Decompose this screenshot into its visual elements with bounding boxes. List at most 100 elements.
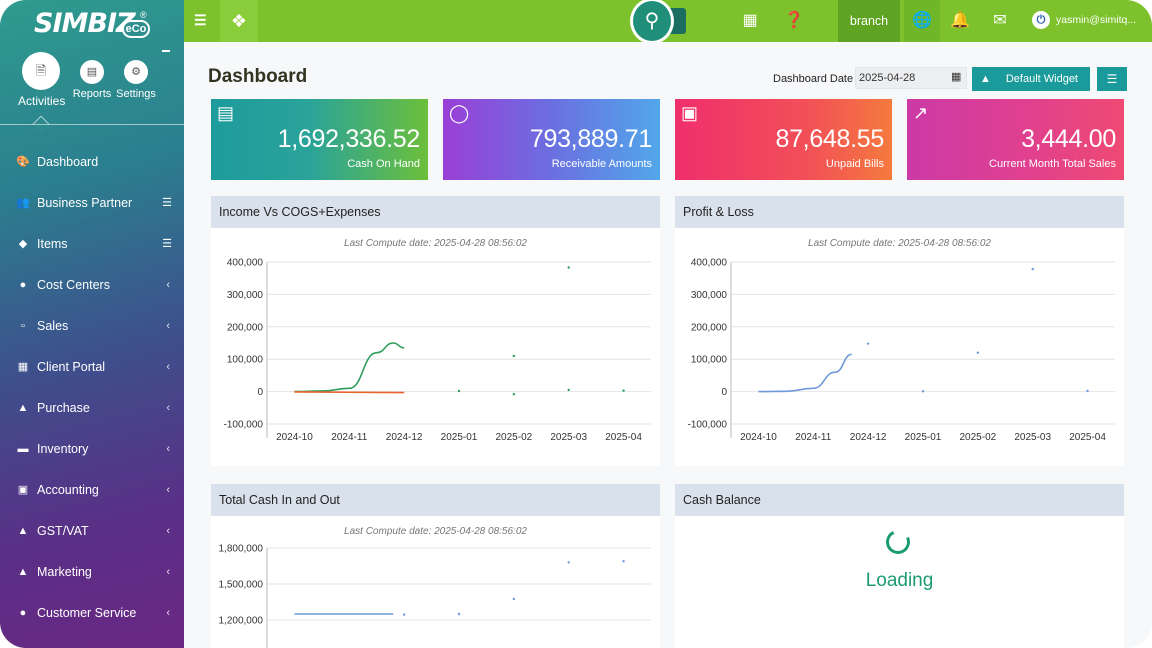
dashboard-date-input[interactable] xyxy=(855,67,967,89)
reports-label: Reports xyxy=(72,88,112,100)
settings-button[interactable]: ⚙ Settings xyxy=(114,60,158,100)
y-tick-label: 100,000 xyxy=(227,355,264,366)
sidebar-item-cost-centers[interactable]: ● Cost Centers ‹ xyxy=(0,265,184,306)
list-view-button[interactable]: ☰ xyxy=(1097,67,1127,91)
branch-selector[interactable]: branch xyxy=(838,0,900,42)
sidebar-item-items[interactable]: ◆ Items ☰ xyxy=(0,224,184,265)
hand-coin-icon: ◯ xyxy=(449,103,470,123)
x-tick-label: 2025-02 xyxy=(960,432,997,443)
brand-logo[interactable]: SIMBIZ xyxy=(34,8,136,39)
file-icon: 🗎 xyxy=(22,52,60,90)
user-menu[interactable]: ⏻ yasmin@simitq... xyxy=(1032,0,1152,42)
activities-label: Activities xyxy=(18,94,66,108)
sidebar-item-marketing[interactable]: ▲ Marketing ‹ xyxy=(0,552,184,593)
sidebar-item-purchase[interactable]: ▲ Purchase ‹ xyxy=(0,388,184,429)
sidebar-divider xyxy=(0,124,184,125)
main-content: Dashboard Dashboard Date ▦ ▲ Default Wid… xyxy=(184,42,1152,648)
chevron-left-icon: ‹ xyxy=(166,484,170,496)
sidebar-item-accounting[interactable]: ▣ Accounting ‹ xyxy=(0,470,184,511)
sidebar-item-label: Client Portal xyxy=(37,360,106,374)
x-tick-label: 2025-03 xyxy=(550,432,587,443)
kpi-label: Unpaid Bills xyxy=(825,158,884,170)
page-title: Dashboard xyxy=(208,66,308,87)
data-point xyxy=(567,561,570,564)
sidebar-item-dashboard[interactable]: 🎨 Dashboard xyxy=(0,142,184,183)
panel-title: Profit & Loss xyxy=(675,196,1124,228)
tag-icon: ◆ xyxy=(18,238,28,250)
y-tick-label: 1,200,000 xyxy=(219,616,264,627)
sidebar-item-label: Customer Service xyxy=(37,606,137,620)
panel-title: Income Vs COGS+Expenses xyxy=(211,196,660,228)
y-tick-label: 0 xyxy=(721,387,727,398)
y-tick-label: 200,000 xyxy=(227,322,264,333)
kpi-value: 793,889.71 xyxy=(529,125,652,153)
sidebar-item-gst-vat[interactable]: ▲ GST/VAT ‹ xyxy=(0,511,184,552)
chevron-left-icon: ‹ xyxy=(166,279,170,291)
kpi-receivable-amounts[interactable]: ◯ 793,889.71 Receivable Amounts xyxy=(443,99,660,180)
activities-button[interactable]: 🗎 Activities xyxy=(18,52,66,108)
chevron-left-icon: ‹ xyxy=(166,320,170,332)
globe-icon[interactable]: 🌐 xyxy=(904,0,940,42)
y-tick-label: 1,500,000 xyxy=(219,580,264,591)
sidebar-item-sales[interactable]: ▫ Sales ‹ xyxy=(0,306,184,347)
x-tick-label: 2024-12 xyxy=(386,432,423,443)
default-widget-label: Default Widget xyxy=(1005,73,1078,85)
sidebar-minimize-button[interactable] xyxy=(162,50,170,52)
cash-in-out-panel: Total Cash In and Out Last Compute date:… xyxy=(211,484,660,648)
area-chart-icon: ▲ xyxy=(980,73,991,85)
sidebar-item-business-partner[interactable]: 👥 Business Partner ☰ xyxy=(0,183,184,224)
x-tick-label: 2024-11 xyxy=(795,432,831,443)
registered-mark: ® xyxy=(140,10,147,20)
sidebar-menu: 🎨 Dashboard 👥 Business Partner ☰ ◆ Items ☰ ● C… xyxy=(0,142,184,634)
store-icon[interactable]: ▦ xyxy=(742,12,758,29)
kpi-cash-on-hand[interactable]: ▤ 1,692,336.52 Cash On Hand xyxy=(211,99,428,180)
y-tick-label: 100,000 xyxy=(691,355,728,366)
reports-button[interactable]: ▤ Reports xyxy=(72,60,112,100)
cubes-icon[interactable]: ❖ xyxy=(220,0,258,42)
hamburger-icon[interactable]: ☰ xyxy=(194,12,207,28)
list-icon: ☰ xyxy=(1106,72,1118,86)
help-icon[interactable]: ❓ xyxy=(784,12,804,29)
sidebar-item-label: Inventory xyxy=(37,442,89,456)
income-vs-cogs-panel: Income Vs COGS+Expenses Last Compute dat… xyxy=(211,196,660,466)
kpi-value: 87,648.55 xyxy=(775,125,884,153)
default-widget-button[interactable]: ▲ Default Widget xyxy=(972,67,1090,91)
bullhorn-icon: ▲ xyxy=(17,566,29,578)
sidebar-item-label: GST/VAT xyxy=(37,524,89,538)
cash-icon: ▤ xyxy=(217,103,235,123)
mail-icon[interactable]: ✉ xyxy=(993,12,1007,29)
series-line xyxy=(294,342,405,393)
sidebar-item-label: Accounting xyxy=(37,483,99,497)
sidebar-item-label: Items xyxy=(37,237,68,251)
dashboard-date-label: Dashboard Date xyxy=(773,73,854,85)
x-tick-label: 2025-04 xyxy=(1069,432,1106,443)
loading-spinner-icon xyxy=(882,526,914,558)
sidebar-item-customer-service[interactable]: ● Customer Service ‹ xyxy=(0,593,184,634)
cash-balance-panel: Cash Balance Loading xyxy=(675,484,1124,648)
kpi-current-month-sales[interactable]: ↗ 3,444.00 Current Month Total Sales xyxy=(907,99,1124,180)
data-point xyxy=(622,389,625,392)
calendar-icon[interactable]: ▦ xyxy=(951,71,962,83)
bell-icon[interactable]: 🔔 xyxy=(950,12,970,29)
search-icon[interactable]: ⚲ xyxy=(630,0,674,44)
kpi-unpaid-bills[interactable]: ▣ 87,648.55 Unpaid Bills xyxy=(675,99,892,180)
data-point xyxy=(866,342,870,345)
data-point xyxy=(512,392,516,396)
list-icon: ☰ xyxy=(162,197,172,209)
panel-title: Total Cash In and Out xyxy=(211,484,660,516)
bank-icon: ▲ xyxy=(17,525,29,537)
person-icon: ● xyxy=(19,607,27,619)
x-tick-label: 2025-04 xyxy=(605,432,642,443)
y-tick-label: -100,000 xyxy=(688,420,728,431)
data-point xyxy=(512,597,516,601)
chevron-left-icon: ‹ xyxy=(166,525,170,537)
last-compute-date: Last Compute date: 2025-04-28 08:56:02 xyxy=(344,526,527,537)
series-line xyxy=(294,391,405,394)
sidebar-item-inventory[interactable]: ▬ Inventory ‹ xyxy=(0,429,184,470)
sidebar-item-client-portal[interactable]: ▦ Client Portal ‹ xyxy=(0,347,184,388)
store-icon: ▦ xyxy=(17,361,29,373)
chevron-left-icon: ‹ xyxy=(166,361,170,373)
data-point xyxy=(457,612,461,616)
panel-title: Cash Balance xyxy=(675,484,1124,516)
